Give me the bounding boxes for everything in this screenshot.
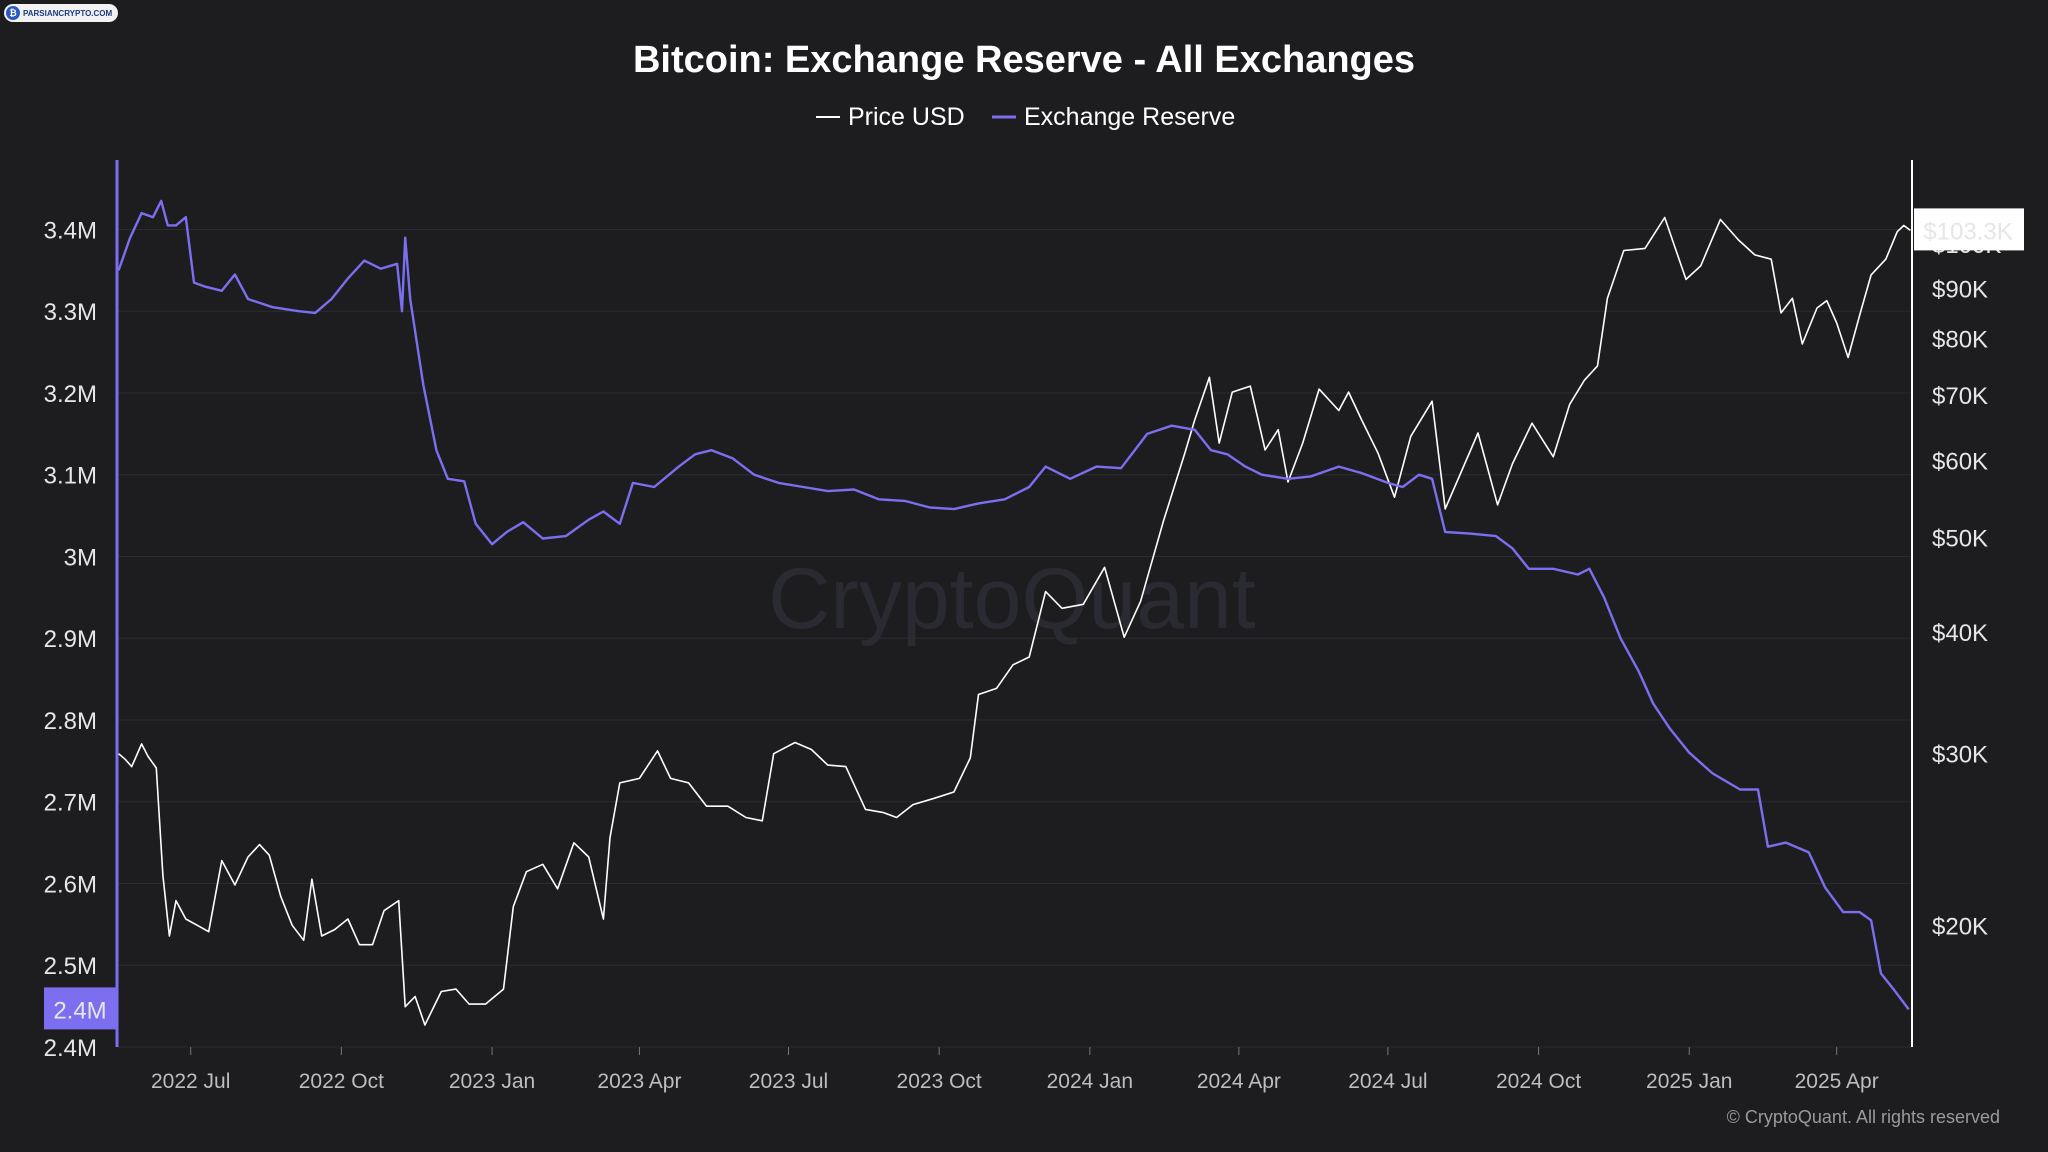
- left-tick-label: 2.4M: [44, 1035, 97, 1062]
- left-tick-label: 3.4M: [44, 217, 97, 244]
- left-tick-label: 3.3M: [44, 299, 97, 326]
- right-tick-label: $60K: [1932, 448, 1988, 475]
- x-tick-label: 2024 Jan: [1047, 1070, 1133, 1093]
- right-current-value-marker: $103.3K: [1914, 208, 2024, 251]
- series-line-exchange-reserve: [117, 199, 1910, 1011]
- right-tick-label: $20K: [1932, 913, 1988, 940]
- chart-watermark: CryptoQuant: [768, 551, 1256, 647]
- right-current-value-box: [1914, 208, 2024, 251]
- x-axis: 2022 Jul 2022 Oct 2023 Jan 2023 Apr 2023 Jul…: [151, 1047, 1879, 1093]
- left-tick-label: 3.2M: [44, 381, 97, 408]
- left-current-value-box: [44, 987, 116, 1030]
- right-tick-label: $50K: [1932, 525, 1988, 552]
- left-tick-label: 2.8M: [44, 708, 97, 735]
- x-tick-label: 2024 Apr: [1197, 1070, 1281, 1093]
- left-current-value-label: 2.4M: [53, 997, 106, 1024]
- left-y-axis: 3.4M 3.3M 3.2M 3.1M 3M 2.9M 2.8M 2.7M 2.6M 2.5M 2.…: [44, 217, 97, 1062]
- right-tick-label: $90K: [1932, 277, 1988, 304]
- right-y-axis: $100K$90K$80K$70K$60K$50K$40K$30K$20K: [1932, 232, 2001, 940]
- legend-item-reserve[interactable]: Exchange Reserve: [992, 103, 1235, 131]
- x-tick-label: 2023 Oct: [897, 1070, 982, 1093]
- right-tick-label: $40K: [1932, 620, 1988, 647]
- x-tick-label: 2025 Apr: [1795, 1070, 1879, 1093]
- source-watermark-text: PARSIANCRYPTO.COM: [23, 8, 113, 18]
- legend: Price USD Exchange Reserve: [816, 103, 1235, 131]
- x-tick-label: 2023 Apr: [597, 1070, 681, 1093]
- legend-label-price: Price USD: [848, 103, 965, 131]
- x-tick-label: 2024 Jul: [1348, 1070, 1427, 1093]
- right-tick-label: $70K: [1932, 383, 1988, 410]
- series-line-price-usd: [118, 216, 1911, 1026]
- left-tick-label: 3M: [64, 544, 97, 571]
- x-tick-label: 2023 Jul: [749, 1070, 828, 1093]
- left-tick-label: 2.9M: [44, 626, 97, 653]
- left-tick-label: 3.1M: [44, 463, 97, 490]
- x-tick-label: 2025 Jan: [1646, 1070, 1732, 1093]
- left-tick-label: 2.5M: [44, 953, 97, 980]
- x-tick-label: 2024 Oct: [1496, 1070, 1581, 1093]
- bitcoin-icon: ₿: [6, 6, 20, 20]
- x-tick-label: 2022 Jul: [151, 1070, 230, 1093]
- left-current-value-marker: 2.4M: [44, 987, 116, 1030]
- right-current-value-label: $103.3K: [1923, 218, 2012, 245]
- gridlines: [117, 228, 1912, 1048]
- x-tick-label: 2023 Jan: [449, 1070, 535, 1093]
- legend-item-price[interactable]: Price USD: [816, 103, 965, 131]
- x-tick-label: 2022 Oct: [299, 1070, 384, 1093]
- copyright-footer: © CryptoQuant. All rights reserved: [1727, 1107, 2000, 1127]
- right-tick-label: $30K: [1932, 742, 1988, 769]
- chart-title: Bitcoin: Exchange Reserve - All Exchange…: [633, 39, 1415, 81]
- left-tick-label: 2.7M: [44, 790, 97, 817]
- source-watermark-badge: ₿ PARSIANCRYPTO.COM: [4, 4, 119, 22]
- right-tick-label: $80K: [1932, 327, 1988, 354]
- left-tick-label: 2.6M: [44, 871, 97, 898]
- legend-label-reserve: Exchange Reserve: [1024, 103, 1235, 131]
